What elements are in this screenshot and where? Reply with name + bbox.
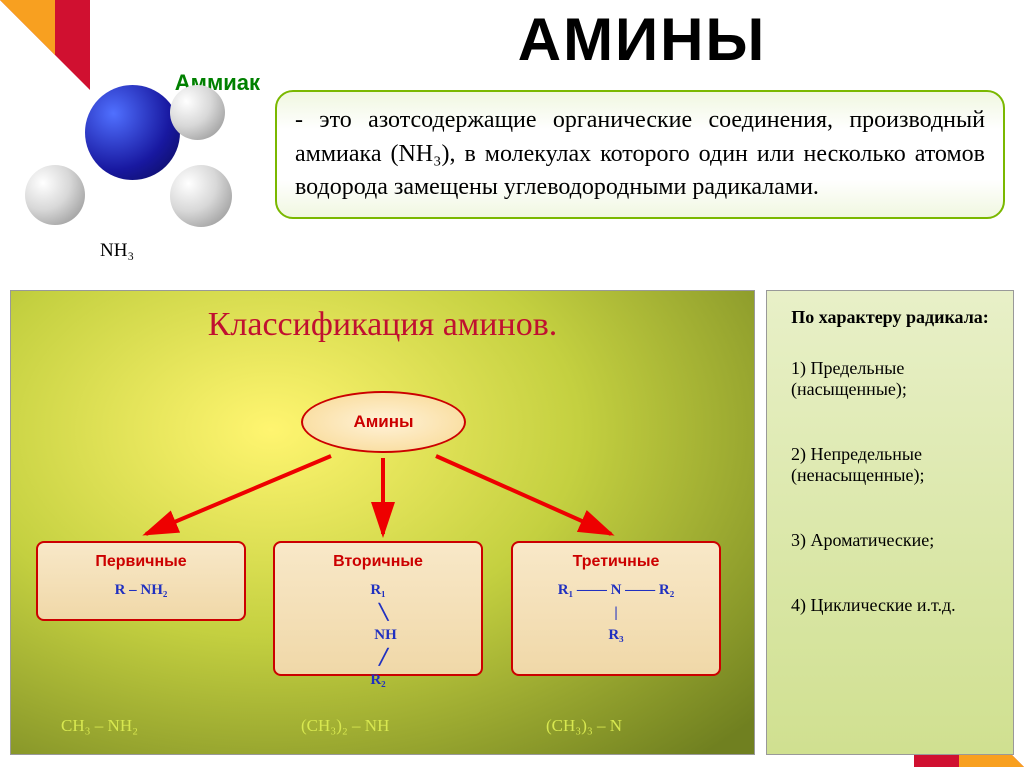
hydrogen-atom bbox=[170, 165, 232, 227]
example-formula: (CH₃)₂ – NH bbox=[301, 716, 389, 736]
amine-name: Третичные bbox=[523, 553, 709, 571]
amine-formula: R – NH₂ bbox=[48, 579, 234, 602]
example-formula: CH₃ – NH₂ bbox=[61, 716, 138, 736]
sidebar-title: По характеру радикала: bbox=[781, 305, 999, 330]
sidebar-list: 1) Предельные (насыщенные); 2) Непредель… bbox=[781, 358, 999, 616]
definition-box: - это азотсодержащие органические соедин… bbox=[275, 90, 1005, 219]
arrows-svg bbox=[11, 446, 756, 546]
amine-type-tertiary: Третичные R₁ —— N —— R₂ | R₃ bbox=[511, 541, 721, 676]
molecule-diagram: Аммиак NH₃ bbox=[20, 70, 265, 275]
molecule-formula: NH₃ bbox=[100, 240, 134, 262]
amine-formula: R₁ ╲ NH ╱ R₂ bbox=[285, 579, 471, 692]
hydrogen-atom bbox=[25, 165, 85, 225]
hydrogen-atom bbox=[170, 85, 225, 140]
root-node: Амины bbox=[301, 391, 466, 453]
sidebar-panel: По характеру радикала: 1) Предельные (на… bbox=[766, 290, 1014, 755]
amine-formula: R₁ —— N —— R₂ | R₃ bbox=[523, 579, 709, 647]
nitrogen-atom bbox=[85, 85, 180, 180]
header: АМИНЫ bbox=[280, 5, 1004, 74]
amine-type-secondary: Вторичные R₁ ╲ NH ╱ R₂ bbox=[273, 541, 483, 676]
example-formula: (CH₃)₃ – N bbox=[546, 716, 622, 736]
amine-name: Вторичные bbox=[285, 553, 471, 571]
classification-panel: Классификация аминов. Амины Первичные R … bbox=[10, 290, 755, 755]
list-item: 2) Непредельные (ненасыщенные); bbox=[781, 444, 999, 486]
classification-title: Классификация аминов. bbox=[11, 306, 754, 344]
definition-text: - это азотсодержащие органические соедин… bbox=[295, 104, 985, 205]
list-item: 1) Предельные (насыщенные); bbox=[781, 358, 999, 400]
page-title: АМИНЫ bbox=[280, 5, 1004, 74]
list-item: 3) Ароматические; bbox=[781, 530, 999, 551]
amine-name: Первичные bbox=[48, 553, 234, 571]
list-item: 4) Циклические и.т.д. bbox=[781, 595, 999, 616]
amine-type-primary: Первичные R – NH₂ bbox=[36, 541, 246, 621]
